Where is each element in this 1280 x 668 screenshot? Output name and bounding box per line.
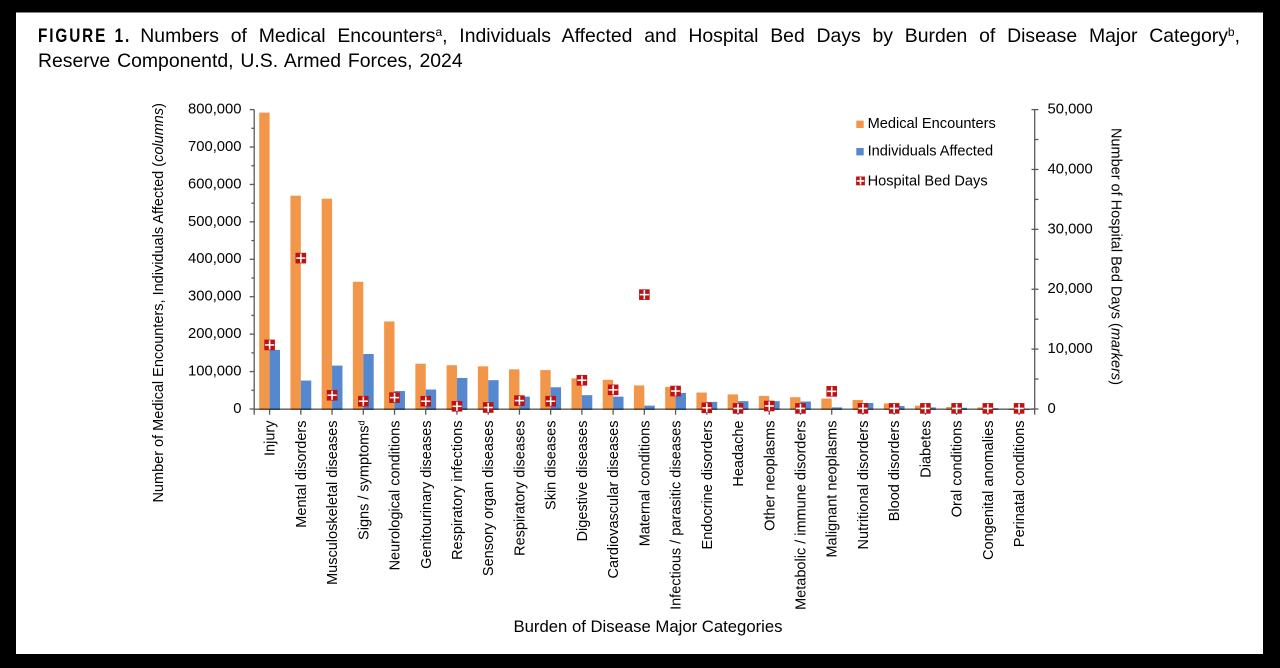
svg-text:Individuals Affected: Individuals Affected [868, 144, 994, 160]
svg-text:Blood disorders: Blood disorders [887, 421, 903, 522]
svg-text:30,000: 30,000 [1048, 221, 1093, 237]
svg-text:Metabolic / immune disorders: Metabolic / immune disorders [793, 421, 809, 610]
svg-text:50,000: 50,000 [1048, 102, 1093, 118]
svg-text:Neurological conditions: Neurological conditions [388, 421, 404, 571]
svg-text:Genitourinary diseases: Genitourinary diseases [419, 421, 435, 569]
svg-text:Malignant neoplasms: Malignant neoplasms [825, 421, 841, 558]
svg-text:300,000: 300,000 [188, 289, 242, 305]
svg-text:800,000: 800,000 [188, 102, 242, 118]
svg-text:Number of Medical Encounters,: Number of Medical Encounters, Individual… [151, 103, 167, 503]
svg-text:Skin diseases: Skin diseases [544, 421, 560, 510]
svg-text:500,000: 500,000 [188, 214, 242, 230]
svg-text:Mental disorders: Mental disorders [294, 421, 310, 528]
svg-text:0: 0 [233, 401, 241, 417]
svg-text:700,000: 700,000 [188, 139, 242, 155]
svg-text:Medical Encounters: Medical Encounters [868, 116, 996, 132]
svg-text:100,000: 100,000 [188, 363, 242, 379]
svg-text:10,000: 10,000 [1048, 341, 1093, 357]
svg-text:Headache: Headache [731, 421, 747, 487]
svg-text:Number of Hospital Bed Days (m: Number of Hospital Bed Days (markers) [1108, 128, 1124, 385]
svg-text:Respiratory diseases: Respiratory diseases [512, 421, 528, 556]
svg-text:Signs / symptomsd: Signs / symptomsd [356, 421, 372, 540]
svg-text:200,000: 200,000 [188, 326, 242, 342]
svg-text:Sensory organ diseases: Sensory organ diseases [481, 420, 497, 576]
svg-text:0: 0 [1048, 401, 1056, 417]
svg-text:Perinatal conditions: Perinatal conditions [1012, 421, 1028, 548]
svg-text:Other neoplasms: Other neoplasms [762, 421, 778, 531]
svg-text:400,000: 400,000 [188, 251, 242, 267]
svg-text:Maternal conditions: Maternal conditions [637, 421, 653, 547]
svg-text:40,000: 40,000 [1048, 161, 1093, 177]
svg-text:Infectious / parasitic disease: Infectious / parasitic diseases [669, 421, 685, 610]
svg-text:Injury: Injury [263, 420, 279, 456]
svg-text:Cardiovascular diseases: Cardiovascular diseases [606, 421, 622, 579]
svg-text:Respiratory infections: Respiratory infections [450, 420, 466, 559]
svg-text:Burden of Disease Major Catego: Burden of Disease Major Categories [514, 617, 783, 636]
svg-text:Musculoskeletal diseases: Musculoskeletal diseases [325, 421, 341, 585]
svg-text:Endocrine disorders: Endocrine disorders [700, 421, 716, 550]
svg-text:Hospital Bed Days: Hospital Bed Days [868, 174, 988, 190]
svg-text:Diabetes: Diabetes [918, 421, 934, 478]
svg-text:Nutritional disorders: Nutritional disorders [856, 421, 872, 550]
svg-text:20,000: 20,000 [1048, 281, 1093, 297]
svg-text:600,000: 600,000 [188, 176, 242, 192]
svg-text:Congenital anomalies: Congenital anomalies [981, 421, 997, 560]
svg-text:Oral conditions: Oral conditions [950, 421, 966, 518]
svg-text:Digestive diseases: Digestive diseases [575, 421, 591, 542]
